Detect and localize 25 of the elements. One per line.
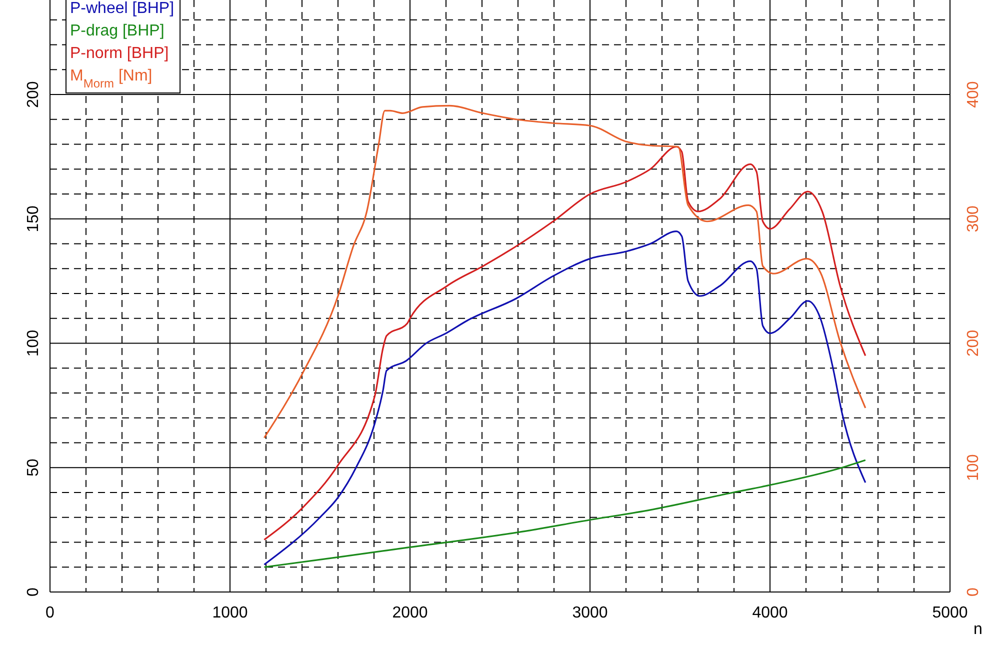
- x-tick-label: 5000: [932, 604, 968, 622]
- line-series: [263, 104, 866, 439]
- x-axis-title: n: [974, 621, 982, 638]
- line-series: [263, 459, 866, 568]
- line-series: [263, 146, 866, 541]
- y2-tick-label: 400: [965, 81, 982, 108]
- x-tick-label: 1000: [212, 604, 248, 622]
- y2-tick-label: 0: [965, 587, 982, 596]
- y2-tick-label: 100: [965, 454, 982, 481]
- x-tick-label: 3000: [572, 604, 608, 622]
- y-tick-label: 200: [25, 81, 42, 108]
- text: P-norm [BHP]: [70, 45, 169, 62]
- x-tick-label: 0: [46, 604, 55, 622]
- y-tick-label: 100: [25, 330, 42, 357]
- x-tick-label: 4000: [752, 604, 788, 622]
- text: P-drag [BHP]: [70, 22, 164, 40]
- line-series: [263, 230, 866, 566]
- y-tick-label: 50: [25, 458, 42, 477]
- text: M$_{Morm}$ [Nm]: [70, 68, 152, 90]
- text: P-wheel [BHP]: [70, 0, 174, 17]
- x-tick-label: 2000: [392, 604, 428, 622]
- y2-tick-label: 200: [965, 330, 982, 357]
- y-tick-label: 150: [25, 205, 42, 232]
- y-tick-label: 0: [25, 587, 42, 596]
- y2-tick-label: 300: [965, 205, 982, 232]
